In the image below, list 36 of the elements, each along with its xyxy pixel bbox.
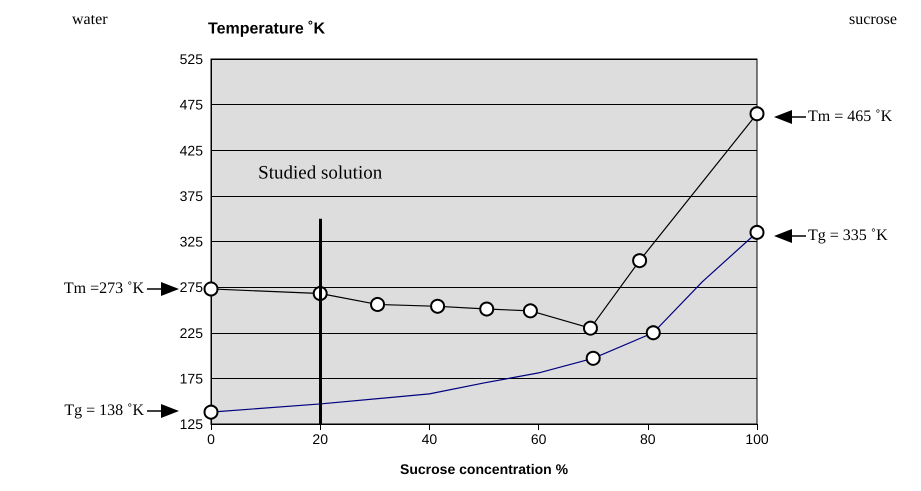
point	[582, 320, 598, 336]
text: Tm =273 ˚K	[64, 279, 144, 299]
point	[430, 298, 446, 314]
x-tick-label: 0	[207, 431, 216, 447]
point	[750, 224, 764, 240]
text: water	[72, 10, 108, 30]
x-tick-label: 40	[422, 431, 438, 447]
y-tick-label: 325	[180, 234, 204, 250]
point	[204, 281, 218, 296]
x-tick-label: 60	[530, 431, 547, 447]
text: Tg = 335 ˚K	[808, 226, 888, 246]
x-axis-title: Sucrose concentration %	[400, 461, 569, 477]
y-tick-label: 175	[180, 370, 204, 386]
point	[522, 303, 538, 318]
point	[646, 325, 661, 340]
y-tick-label: 225	[180, 324, 204, 341]
point	[370, 296, 386, 312]
ref-line-label: Studied solution	[258, 162, 383, 184]
point	[204, 404, 218, 420]
text: Tg = 138 ˚K	[64, 401, 144, 421]
y-tick-label: 375	[180, 188, 204, 204]
point	[750, 106, 764, 122]
y-tick-label: 125	[180, 416, 204, 432]
y-axis-title: Temperature ˚K	[208, 20, 326, 38]
y-tick-label: 475	[180, 96, 204, 113]
point	[586, 350, 601, 366]
x-tick-label: 100	[745, 431, 769, 447]
y-tick-label: 425	[180, 142, 204, 158]
x-tick-label: 80	[640, 431, 656, 447]
text: Tm = 465 ˚K	[808, 107, 892, 127]
y-tick-label: 525	[180, 51, 204, 67]
y-tick-label: 275	[180, 279, 204, 296]
point	[479, 302, 494, 317]
x-tick-label: 20	[312, 431, 328, 447]
text: sucrose	[849, 10, 897, 30]
point	[632, 253, 648, 268]
